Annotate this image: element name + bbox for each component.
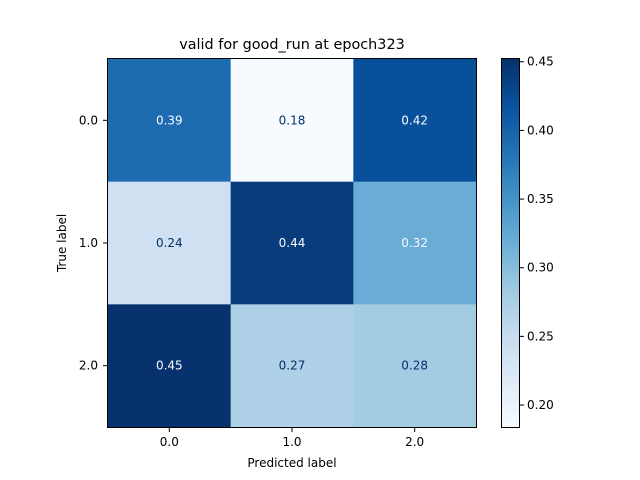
heatmap-cell bbox=[230, 59, 354, 183]
y-axis-ticks: 0.0 1.0 2.0 bbox=[79, 113, 108, 373]
chart-title: valid for good_run at epoch323 bbox=[179, 37, 405, 53]
y-axis-label: True label bbox=[55, 214, 69, 273]
heatmap-cell bbox=[230, 181, 354, 305]
colorbar-tick-label: 0.20 bbox=[527, 398, 554, 412]
x-tick-label: 0.0 bbox=[160, 435, 179, 449]
colorbar-ticks: 0.20 0.25 0.30 0.35 0.40 0.45 bbox=[520, 55, 554, 412]
heatmap-cell-labels: 0.39 0.18 0.42 0.24 0.44 0.32 0.45 0.27 0.28 bbox=[156, 113, 428, 372]
x-axis-label: Predicted label bbox=[247, 456, 336, 470]
colorbar-tick-label: 0.45 bbox=[527, 55, 554, 69]
x-tick-label: 1.0 bbox=[282, 435, 301, 449]
heatmap-cell bbox=[108, 181, 232, 305]
colorbar-tick-label: 0.30 bbox=[527, 261, 554, 275]
colorbar bbox=[501, 58, 520, 428]
cell-value-label: 0.24 bbox=[156, 236, 183, 250]
heatmap-cell bbox=[353, 181, 477, 305]
cell-value-label: 0.18 bbox=[279, 113, 306, 127]
y-tick-label: 1.0 bbox=[79, 236, 98, 250]
heatmap-cell bbox=[108, 59, 232, 183]
cell-value-label: 0.42 bbox=[401, 113, 428, 127]
colorbar-tick-label: 0.40 bbox=[527, 123, 554, 137]
heatmap-cell bbox=[353, 304, 477, 428]
x-tick-label: 2.0 bbox=[405, 435, 424, 449]
colorbar-tick-label: 0.35 bbox=[527, 192, 554, 206]
heatmap-cell bbox=[108, 304, 232, 428]
y-tick-label: 0.0 bbox=[79, 113, 98, 127]
cell-value-label: 0.32 bbox=[401, 236, 428, 250]
heatmap-cell bbox=[353, 59, 477, 183]
cell-value-label: 0.28 bbox=[401, 359, 428, 373]
cell-value-label: 0.44 bbox=[279, 236, 306, 250]
cell-value-label: 0.39 bbox=[156, 113, 183, 127]
heatmap-cells bbox=[108, 59, 477, 428]
cell-value-label: 0.27 bbox=[279, 359, 306, 373]
y-tick-label: 2.0 bbox=[79, 359, 98, 373]
colorbar-tick-label: 0.25 bbox=[527, 329, 554, 343]
cell-value-label: 0.45 bbox=[156, 359, 183, 373]
x-axis-ticks: 0.0 1.0 2.0 bbox=[160, 427, 424, 449]
heatmap-cell bbox=[230, 304, 354, 428]
